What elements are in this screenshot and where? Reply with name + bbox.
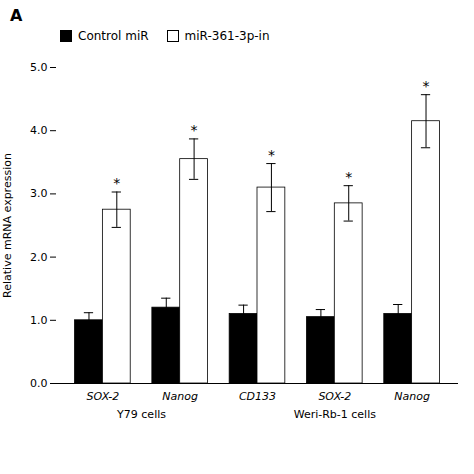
html-text:A: A [10, 6, 23, 25]
svg-text:Nanog: Nanog [394, 390, 430, 403]
html-text:miR-361-3p-in: miR-361-3p-in [184, 29, 270, 43]
svg-text:*: * [345, 169, 352, 185]
svg-text:*: * [113, 175, 120, 191]
svg-text:4.0: 4.0 [30, 124, 48, 137]
svg-text:Nanog: Nanog [162, 390, 198, 403]
html-text:Control miR: Control miR [78, 29, 149, 43]
svg-text:Weri-Rb-1 cells: Weri-Rb-1 cells [294, 408, 377, 421]
svg-text:*: * [268, 147, 275, 163]
svg-text:2.0: 2.0 [30, 251, 48, 264]
svg-text:SOX-2: SOX-2 [86, 390, 119, 403]
svg-text:*: * [191, 122, 198, 138]
svg-text:0.0: 0.0 [30, 377, 48, 390]
svg-text:1.0: 1.0 [30, 314, 48, 327]
svg-text:SOX-2: SOX-2 [318, 390, 351, 403]
svg-text:*: * [423, 78, 430, 94]
svg-text:CD133: CD133 [239, 390, 276, 403]
svg-text:Relative mRNA expression: Relative mRNA expression [1, 153, 14, 298]
svg-text:Y79 cells: Y79 cells [116, 408, 166, 421]
svg-text:5.0: 5.0 [30, 61, 48, 74]
svg-text:3.0: 3.0 [30, 187, 48, 200]
